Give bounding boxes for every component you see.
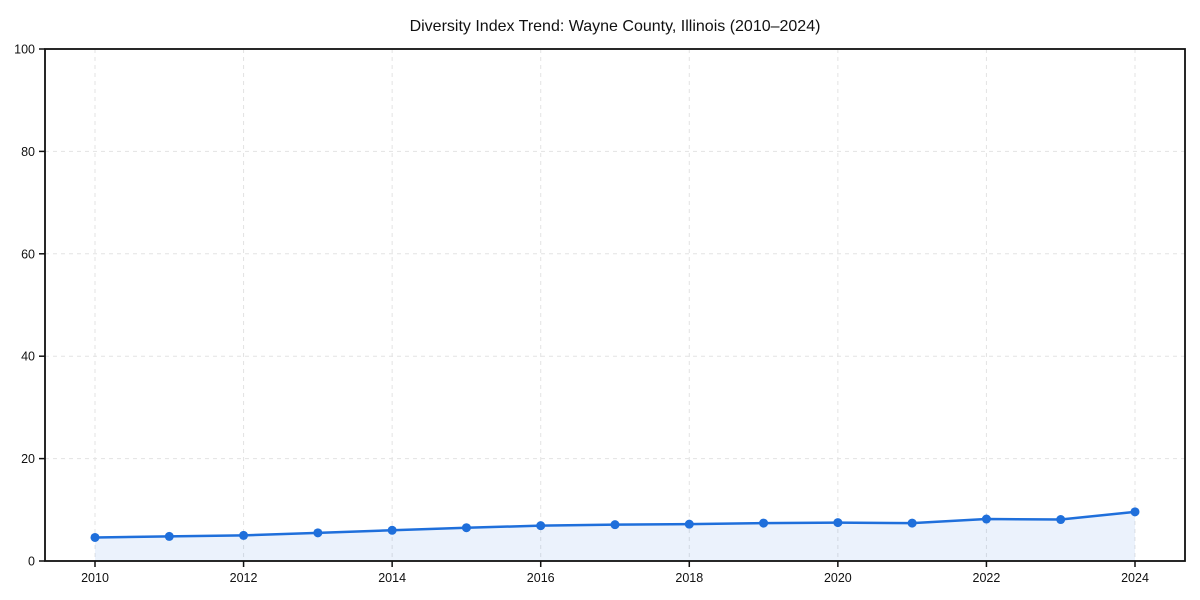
area-fill: [95, 511, 1135, 561]
data-point-2024: [1130, 507, 1140, 517]
axes-border: [44, 48, 1186, 562]
plot-area: 0 20 40 60 80 100 2010 2012 2014 2016 2018 2020 2022…: [14, 43, 1186, 585]
data-point-2018: [684, 519, 694, 529]
data-point-2011: [164, 531, 174, 541]
x-tick-label: 2022: [973, 571, 1001, 585]
data-point-2016: [536, 521, 546, 531]
data-point-2013: [313, 528, 323, 538]
data-point-2017: [610, 520, 620, 530]
y-tick-label: 100: [14, 43, 35, 57]
y-tick-label: 80: [21, 145, 35, 159]
data-point-2012: [239, 530, 249, 540]
x-tick-label: 2018: [675, 571, 703, 585]
data-point-2022: [981, 514, 991, 524]
x-tick-label: 2020: [824, 571, 852, 585]
data-point-2023: [1056, 515, 1066, 525]
data-point-2014: [387, 525, 397, 535]
x-tick-label: 2016: [527, 571, 555, 585]
chart-title: Diversity Index Trend: Wayne County, Ill…: [410, 18, 821, 35]
data-point-2020: [833, 518, 843, 528]
y-tick-label: 20: [21, 452, 35, 466]
y-tick-label: 0: [28, 555, 35, 569]
data-point-2019: [759, 518, 769, 528]
x-tick-label: 2012: [230, 571, 258, 585]
x-tick-label: 2024: [1121, 571, 1149, 585]
y-tick-label: 60: [21, 247, 35, 261]
y-tick-label: 40: [21, 350, 35, 364]
x-tick-label: 2014: [378, 571, 406, 585]
x-tick-label: 2010: [81, 571, 109, 585]
data-point-2010: [90, 532, 100, 542]
data-point-2021: [907, 518, 917, 528]
data-point-2015: [461, 523, 471, 533]
